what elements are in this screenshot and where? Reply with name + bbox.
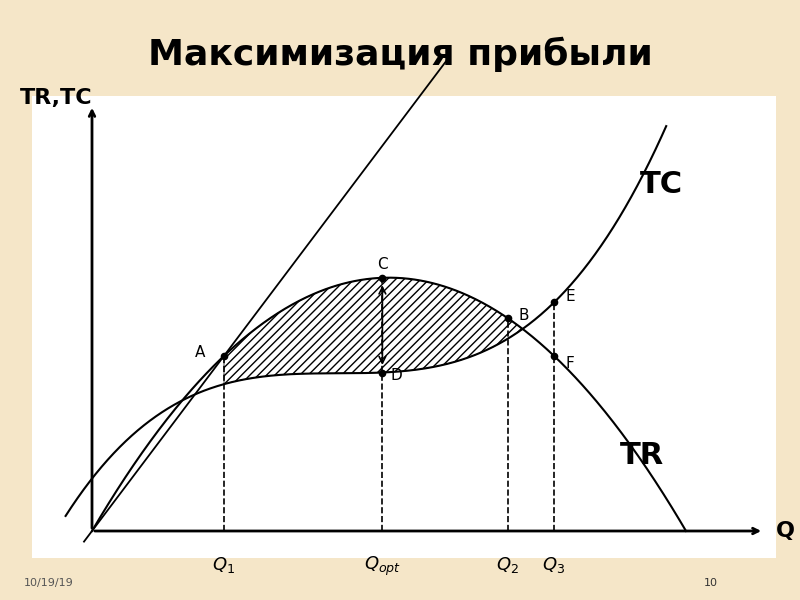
Text: $Q_1$: $Q_1$: [213, 555, 235, 575]
Text: $Q_2$: $Q_2$: [496, 555, 519, 575]
Text: 10: 10: [704, 578, 718, 588]
Text: $Q_{opt}$: $Q_{opt}$: [364, 555, 401, 578]
Text: TR,TC: TR,TC: [20, 88, 93, 108]
Text: A: A: [195, 346, 205, 361]
Bar: [32, 96, 776, 558]
Text: 10/19/19: 10/19/19: [24, 578, 74, 588]
Text: Q: Q: [776, 521, 795, 541]
Text: B: B: [518, 308, 529, 323]
Text: $Q_3$: $Q_3$: [542, 555, 566, 575]
Polygon shape: [224, 278, 522, 384]
Text: Максимизация прибыли: Максимизация прибыли: [148, 37, 652, 71]
Text: TR: TR: [620, 442, 664, 470]
Text: D: D: [391, 368, 402, 383]
Text: C: C: [377, 257, 388, 272]
Text: E: E: [565, 289, 575, 304]
Text: TC: TC: [640, 170, 683, 199]
Text: F: F: [566, 356, 574, 371]
